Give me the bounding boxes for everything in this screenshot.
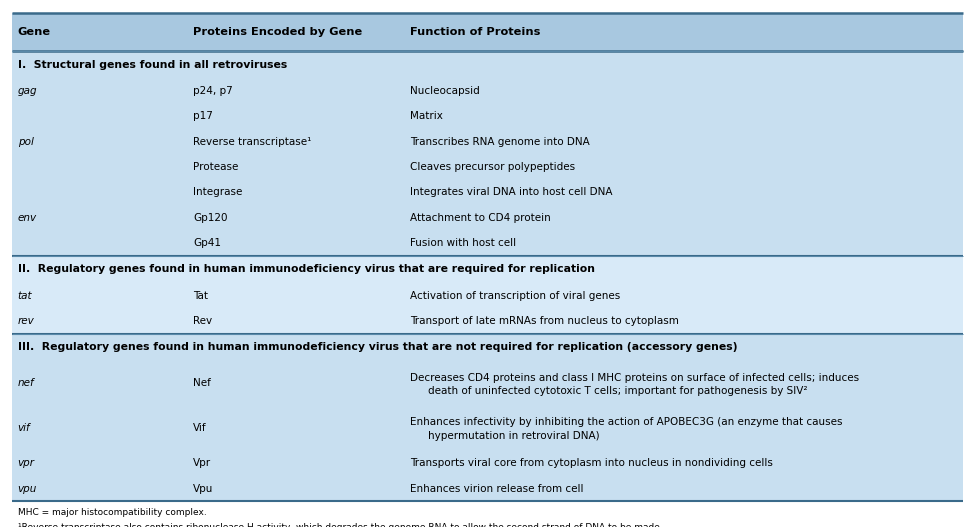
Bar <box>12 104 963 129</box>
Text: p24, p7: p24, p7 <box>193 86 233 96</box>
Text: Rev: Rev <box>193 316 213 326</box>
Text: tat: tat <box>18 291 32 300</box>
Text: Proteins Encoded by Gene: Proteins Encoded by Gene <box>193 27 363 37</box>
Text: Fusion with host cell: Fusion with host cell <box>410 238 517 248</box>
Bar <box>12 79 963 104</box>
Bar <box>12 308 963 334</box>
Text: Cleaves precursor polypeptides: Cleaves precursor polypeptides <box>410 162 575 172</box>
Text: Protease: Protease <box>193 162 239 172</box>
Text: Transports viral core from cytoplasm into nucleus in nondividing cells: Transports viral core from cytoplasm int… <box>410 458 773 468</box>
Text: Activation of transcription of viral genes: Activation of transcription of viral gen… <box>410 291 621 300</box>
Text: nef: nef <box>18 378 34 388</box>
Text: II.  Regulatory genes found in human immunodeficiency virus that are required fo: II. Regulatory genes found in human immu… <box>18 265 595 274</box>
Bar <box>12 334 963 361</box>
Text: hypermutation in retroviral DNA): hypermutation in retroviral DNA) <box>428 431 600 441</box>
Text: Integrates viral DNA into host cell DNA: Integrates viral DNA into host cell DNA <box>410 188 613 197</box>
Bar <box>12 451 963 476</box>
Text: Gp41: Gp41 <box>193 238 221 248</box>
Text: env: env <box>18 213 37 222</box>
Text: Attachment to CD4 protein: Attachment to CD4 protein <box>410 213 551 222</box>
Bar <box>12 256 963 283</box>
Text: gag: gag <box>18 86 37 96</box>
Bar <box>12 205 963 230</box>
Text: Function of Proteins: Function of Proteins <box>410 27 541 37</box>
Text: pol: pol <box>18 137 33 147</box>
Bar <box>12 154 963 180</box>
Text: Reverse transcriptase¹: Reverse transcriptase¹ <box>193 137 311 147</box>
Text: Vif: Vif <box>193 423 207 433</box>
Text: death of uninfected cytotoxic T cells; important for pathogenesis by SIV²: death of uninfected cytotoxic T cells; i… <box>428 386 807 396</box>
Text: Transcribes RNA genome into DNA: Transcribes RNA genome into DNA <box>410 137 590 147</box>
Text: Gp120: Gp120 <box>193 213 227 222</box>
Bar <box>12 51 963 79</box>
Text: Nucleocapsid: Nucleocapsid <box>410 86 481 96</box>
Text: Vpu: Vpu <box>193 484 214 493</box>
Bar <box>12 180 963 205</box>
Text: Integrase: Integrase <box>193 188 243 197</box>
Bar <box>12 13 963 466</box>
Bar <box>12 361 963 406</box>
Bar <box>12 230 963 256</box>
Text: Vpr: Vpr <box>193 458 212 468</box>
Text: rev: rev <box>18 316 34 326</box>
Text: MHC = major histocompatibility complex.: MHC = major histocompatibility complex. <box>18 508 207 516</box>
Text: Matrix: Matrix <box>410 112 444 121</box>
Text: Decreases CD4 proteins and class I MHC proteins on surface of infected cells; in: Decreases CD4 proteins and class I MHC p… <box>410 373 860 383</box>
Text: vpr: vpr <box>18 458 34 468</box>
Text: Enhances infectivity by inhibiting the action of APOBEC3G (an enzyme that causes: Enhances infectivity by inhibiting the a… <box>410 417 843 427</box>
Text: vpu: vpu <box>18 484 37 493</box>
Text: I.  Structural genes found in all retroviruses: I. Structural genes found in all retrovi… <box>18 60 287 70</box>
Text: Enhances virion release from cell: Enhances virion release from cell <box>410 484 584 493</box>
Bar <box>12 406 963 451</box>
Text: III.  Regulatory genes found in human immunodeficiency virus that are not requir: III. Regulatory genes found in human imm… <box>18 343 737 352</box>
Bar <box>12 13 963 51</box>
Bar <box>12 129 963 154</box>
Text: Gene: Gene <box>18 27 51 37</box>
Text: vif: vif <box>18 423 30 433</box>
Text: Nef: Nef <box>193 378 211 388</box>
Text: Tat: Tat <box>193 291 208 300</box>
Text: p17: p17 <box>193 112 213 121</box>
Text: ¹Reverse transcriptase also contains ribonuclease H activity, which degrades the: ¹Reverse transcriptase also contains rib… <box>18 523 662 527</box>
Bar <box>12 476 963 501</box>
Bar <box>12 283 963 308</box>
Text: Transport of late mRNAs from nucleus to cytoplasm: Transport of late mRNAs from nucleus to … <box>410 316 680 326</box>
